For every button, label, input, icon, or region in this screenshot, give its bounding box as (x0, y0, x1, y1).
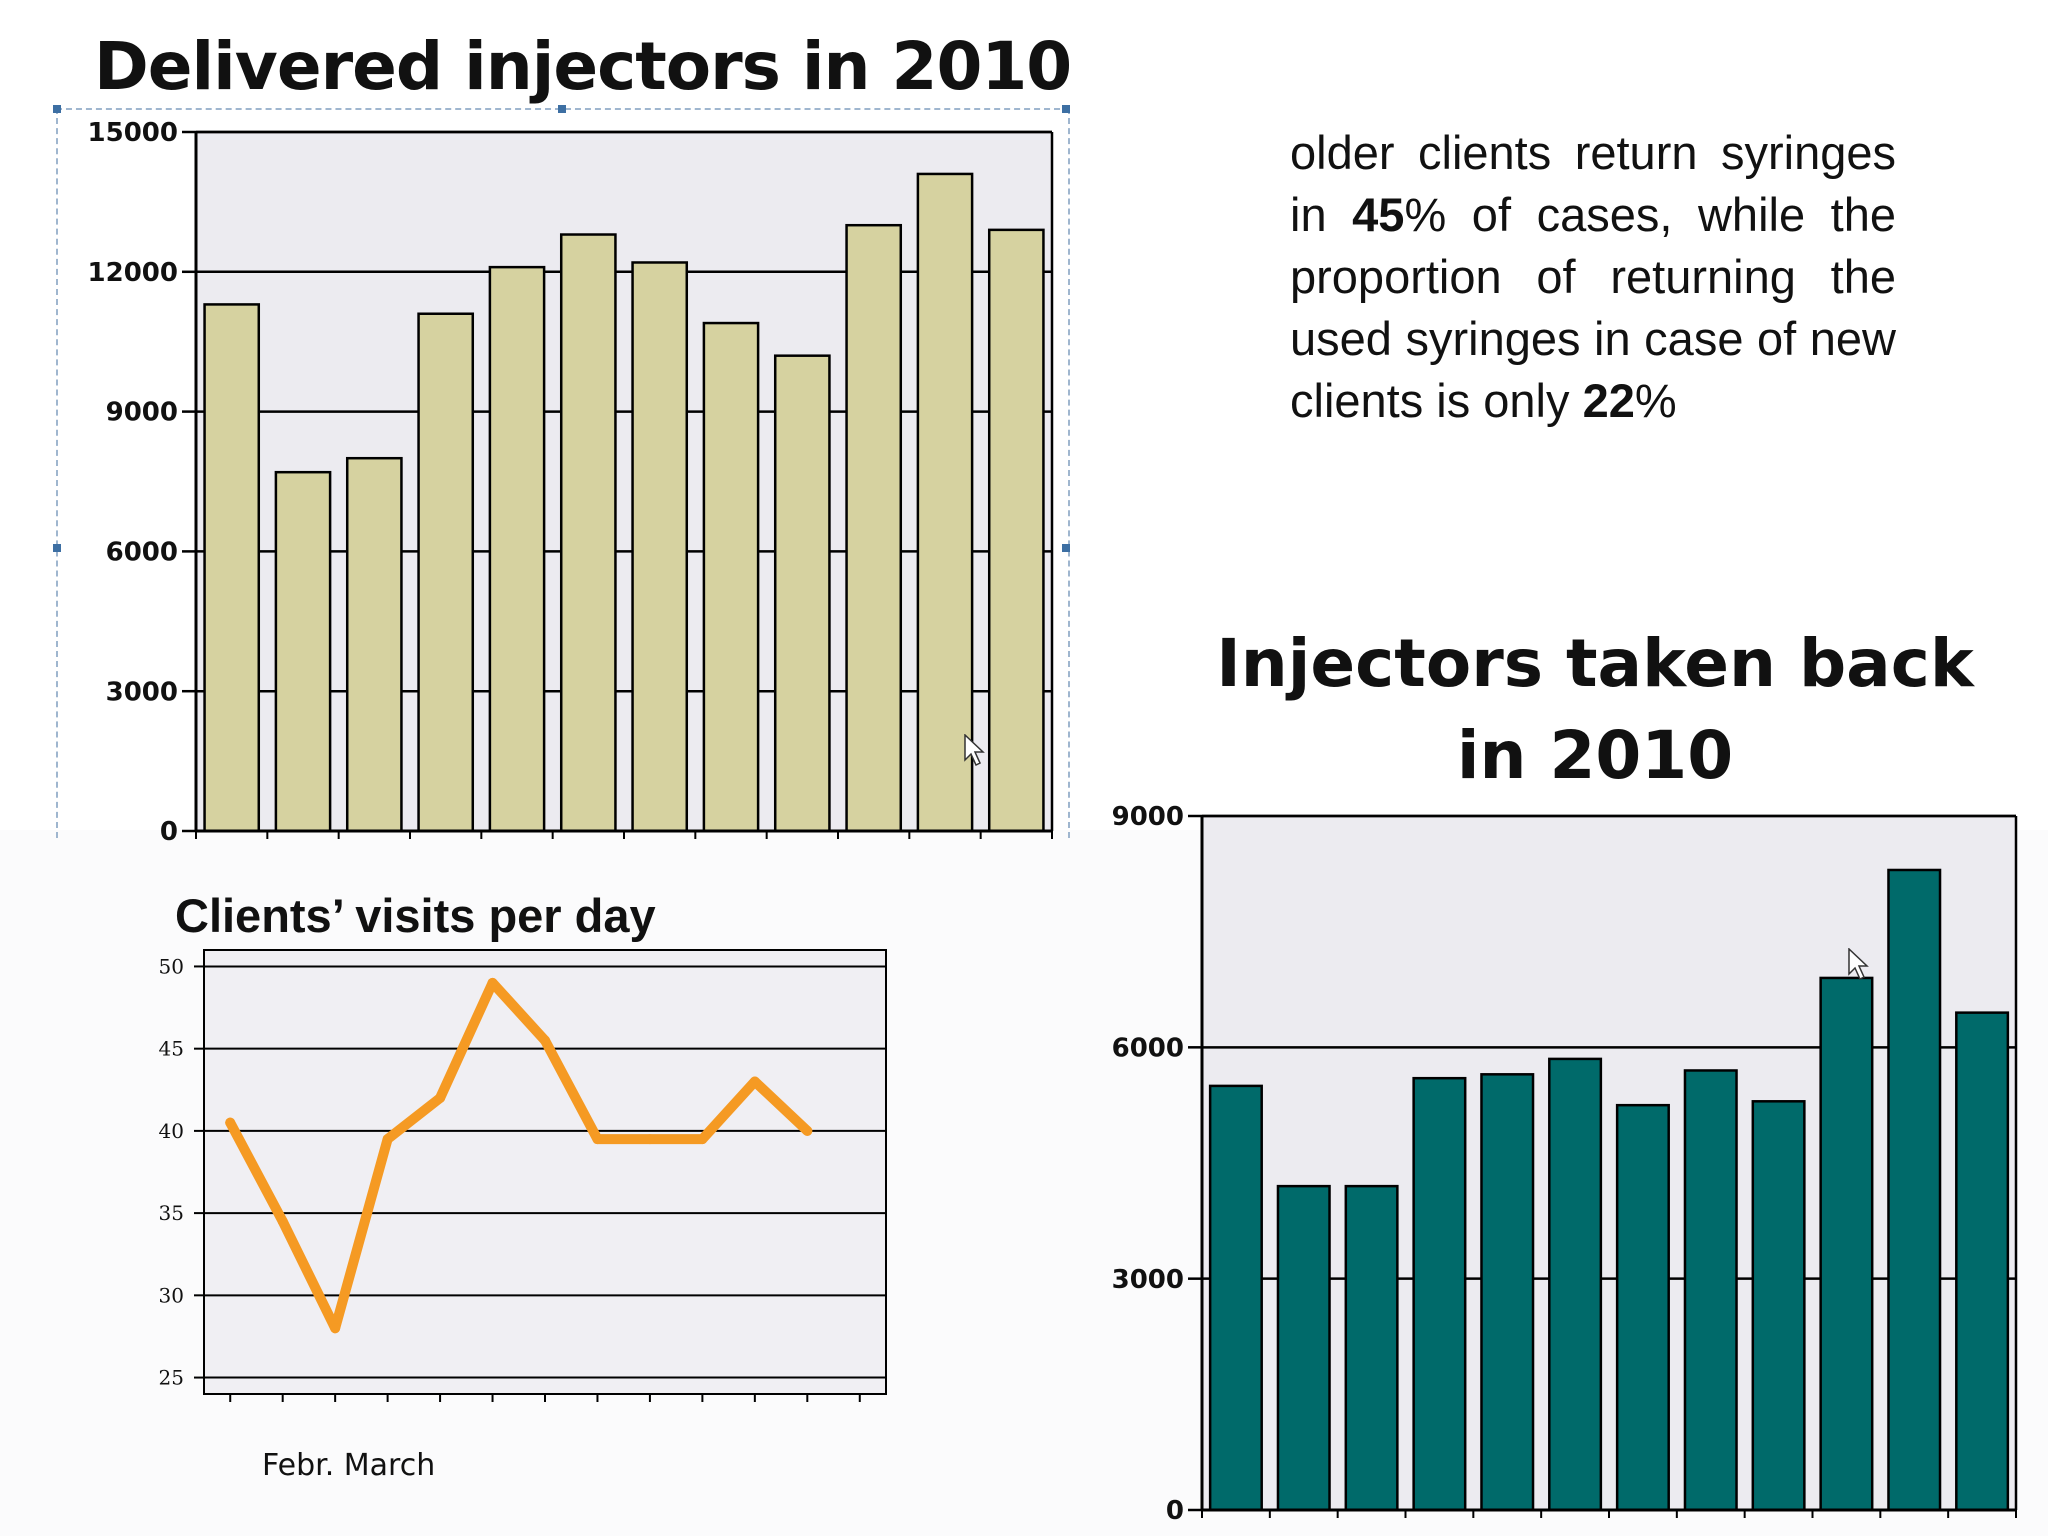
taken-back-bar (1955, 1011, 2010, 1512)
taken-back-bar (1819, 976, 1874, 1512)
delivered-bar (417, 312, 475, 833)
pct-older-clients: 45 (1352, 188, 1405, 241)
visits-point (697, 1134, 708, 1145)
mouse-pointer-icon (964, 734, 985, 767)
visits-point (225, 1117, 236, 1128)
delivered-bar (345, 456, 403, 833)
delivered-bar (631, 261, 689, 833)
delivered-bar (274, 470, 332, 833)
period-label: Febr. March (262, 1448, 436, 1483)
visits-point (592, 1134, 603, 1145)
visits-plot-area (203, 949, 887, 1395)
delivered-bar (987, 228, 1045, 833)
text-part-3: % (1634, 374, 1677, 427)
text-part-2: % of cases, while the proportion of retu… (1290, 188, 1896, 427)
taken-back-chart-title: Injectors taken back in 2010 (1180, 618, 2010, 802)
taken-back-y-tick-label: 0 (1166, 1496, 1184, 1526)
taken-back-bar (1208, 1084, 1263, 1512)
delivered-y-tick-label: 6000 (106, 538, 178, 568)
delivered-y-tick-label: 12000 (88, 258, 178, 288)
taken-back-title-line-2: in 2010 (1456, 717, 1734, 794)
visits-y-tick-label: 25 (159, 1366, 184, 1390)
taken-back-bar (1887, 868, 1942, 1512)
taken-back-bar (1683, 1069, 1738, 1512)
delivered-y-tick-label: 9000 (106, 398, 178, 428)
visits-point (435, 1093, 446, 1103)
taken-back-bar (1615, 1103, 1670, 1512)
taken-back-y-tick-label: 6000 (1112, 1033, 1184, 1063)
delivered-bar (773, 354, 831, 833)
visits-y-tick-label: 35 (159, 1201, 184, 1225)
visits-point (749, 1076, 760, 1087)
taken-back-bar (1276, 1184, 1331, 1512)
visits-y-tick-label: 45 (159, 1037, 184, 1061)
taken-back-bar (1344, 1184, 1399, 1512)
visits-point (277, 1216, 288, 1227)
visits-point (540, 1035, 550, 1046)
taken-back-bar (1548, 1057, 1603, 1512)
delivered-bar (702, 321, 760, 833)
delivered-bar (203, 303, 261, 833)
delivered-bar (916, 172, 974, 833)
visits-series-line (225, 977, 813, 1334)
selection-handle-middle-right[interactable] (1062, 544, 1070, 552)
taken-back-y-tick-label: 9000 (1112, 802, 1184, 832)
taken-back-y-tick-label: 3000 (1112, 1265, 1184, 1295)
delivered-bar (559, 233, 617, 833)
taken-back-bar (1480, 1073, 1535, 1512)
text-part-1: older clients return syringes in (1290, 126, 1896, 241)
return-rate-text: older clients return syringes in 45% of … (1290, 122, 1896, 432)
visits-point (382, 1134, 393, 1145)
selection-handle-top-left[interactable] (53, 105, 61, 113)
taken-back-title-line-1: Injectors taken back (1216, 625, 1974, 702)
visits-point (330, 1323, 341, 1334)
delivered-bar (845, 223, 903, 833)
visits-point (802, 1125, 813, 1136)
taken-back-bar (1751, 1100, 1806, 1512)
visits-point (644, 1134, 655, 1145)
selection-handle-middle-left[interactable] (53, 544, 61, 552)
delivered-plot-area (196, 132, 1052, 831)
delivered-chart-title: Delivered injectors in 2010 (94, 28, 1072, 105)
taken-back-plot-area (1202, 816, 2016, 1510)
visits-y-tick-label: 30 (159, 1283, 184, 1307)
pct-new-clients: 22 (1582, 374, 1635, 427)
delivered-y-tick-label: 3000 (106, 677, 178, 707)
taken-back-bar (1412, 1076, 1467, 1512)
selection-handle-top-middle[interactable] (558, 105, 566, 113)
delivered-bar (488, 265, 546, 833)
visits-chart-title: Clients’ visits per day (175, 889, 656, 942)
mouse-pointer-icon (1848, 948, 1869, 981)
delivered-y-tick-label: 0 (160, 817, 178, 847)
selection-handle-top-right[interactable] (1062, 105, 1070, 113)
visits-point (487, 977, 498, 988)
visits-y-tick-label: 50 (159, 954, 184, 978)
delivered-y-tick-label: 15000 (88, 118, 178, 148)
visits-y-tick-label: 40 (159, 1119, 184, 1143)
